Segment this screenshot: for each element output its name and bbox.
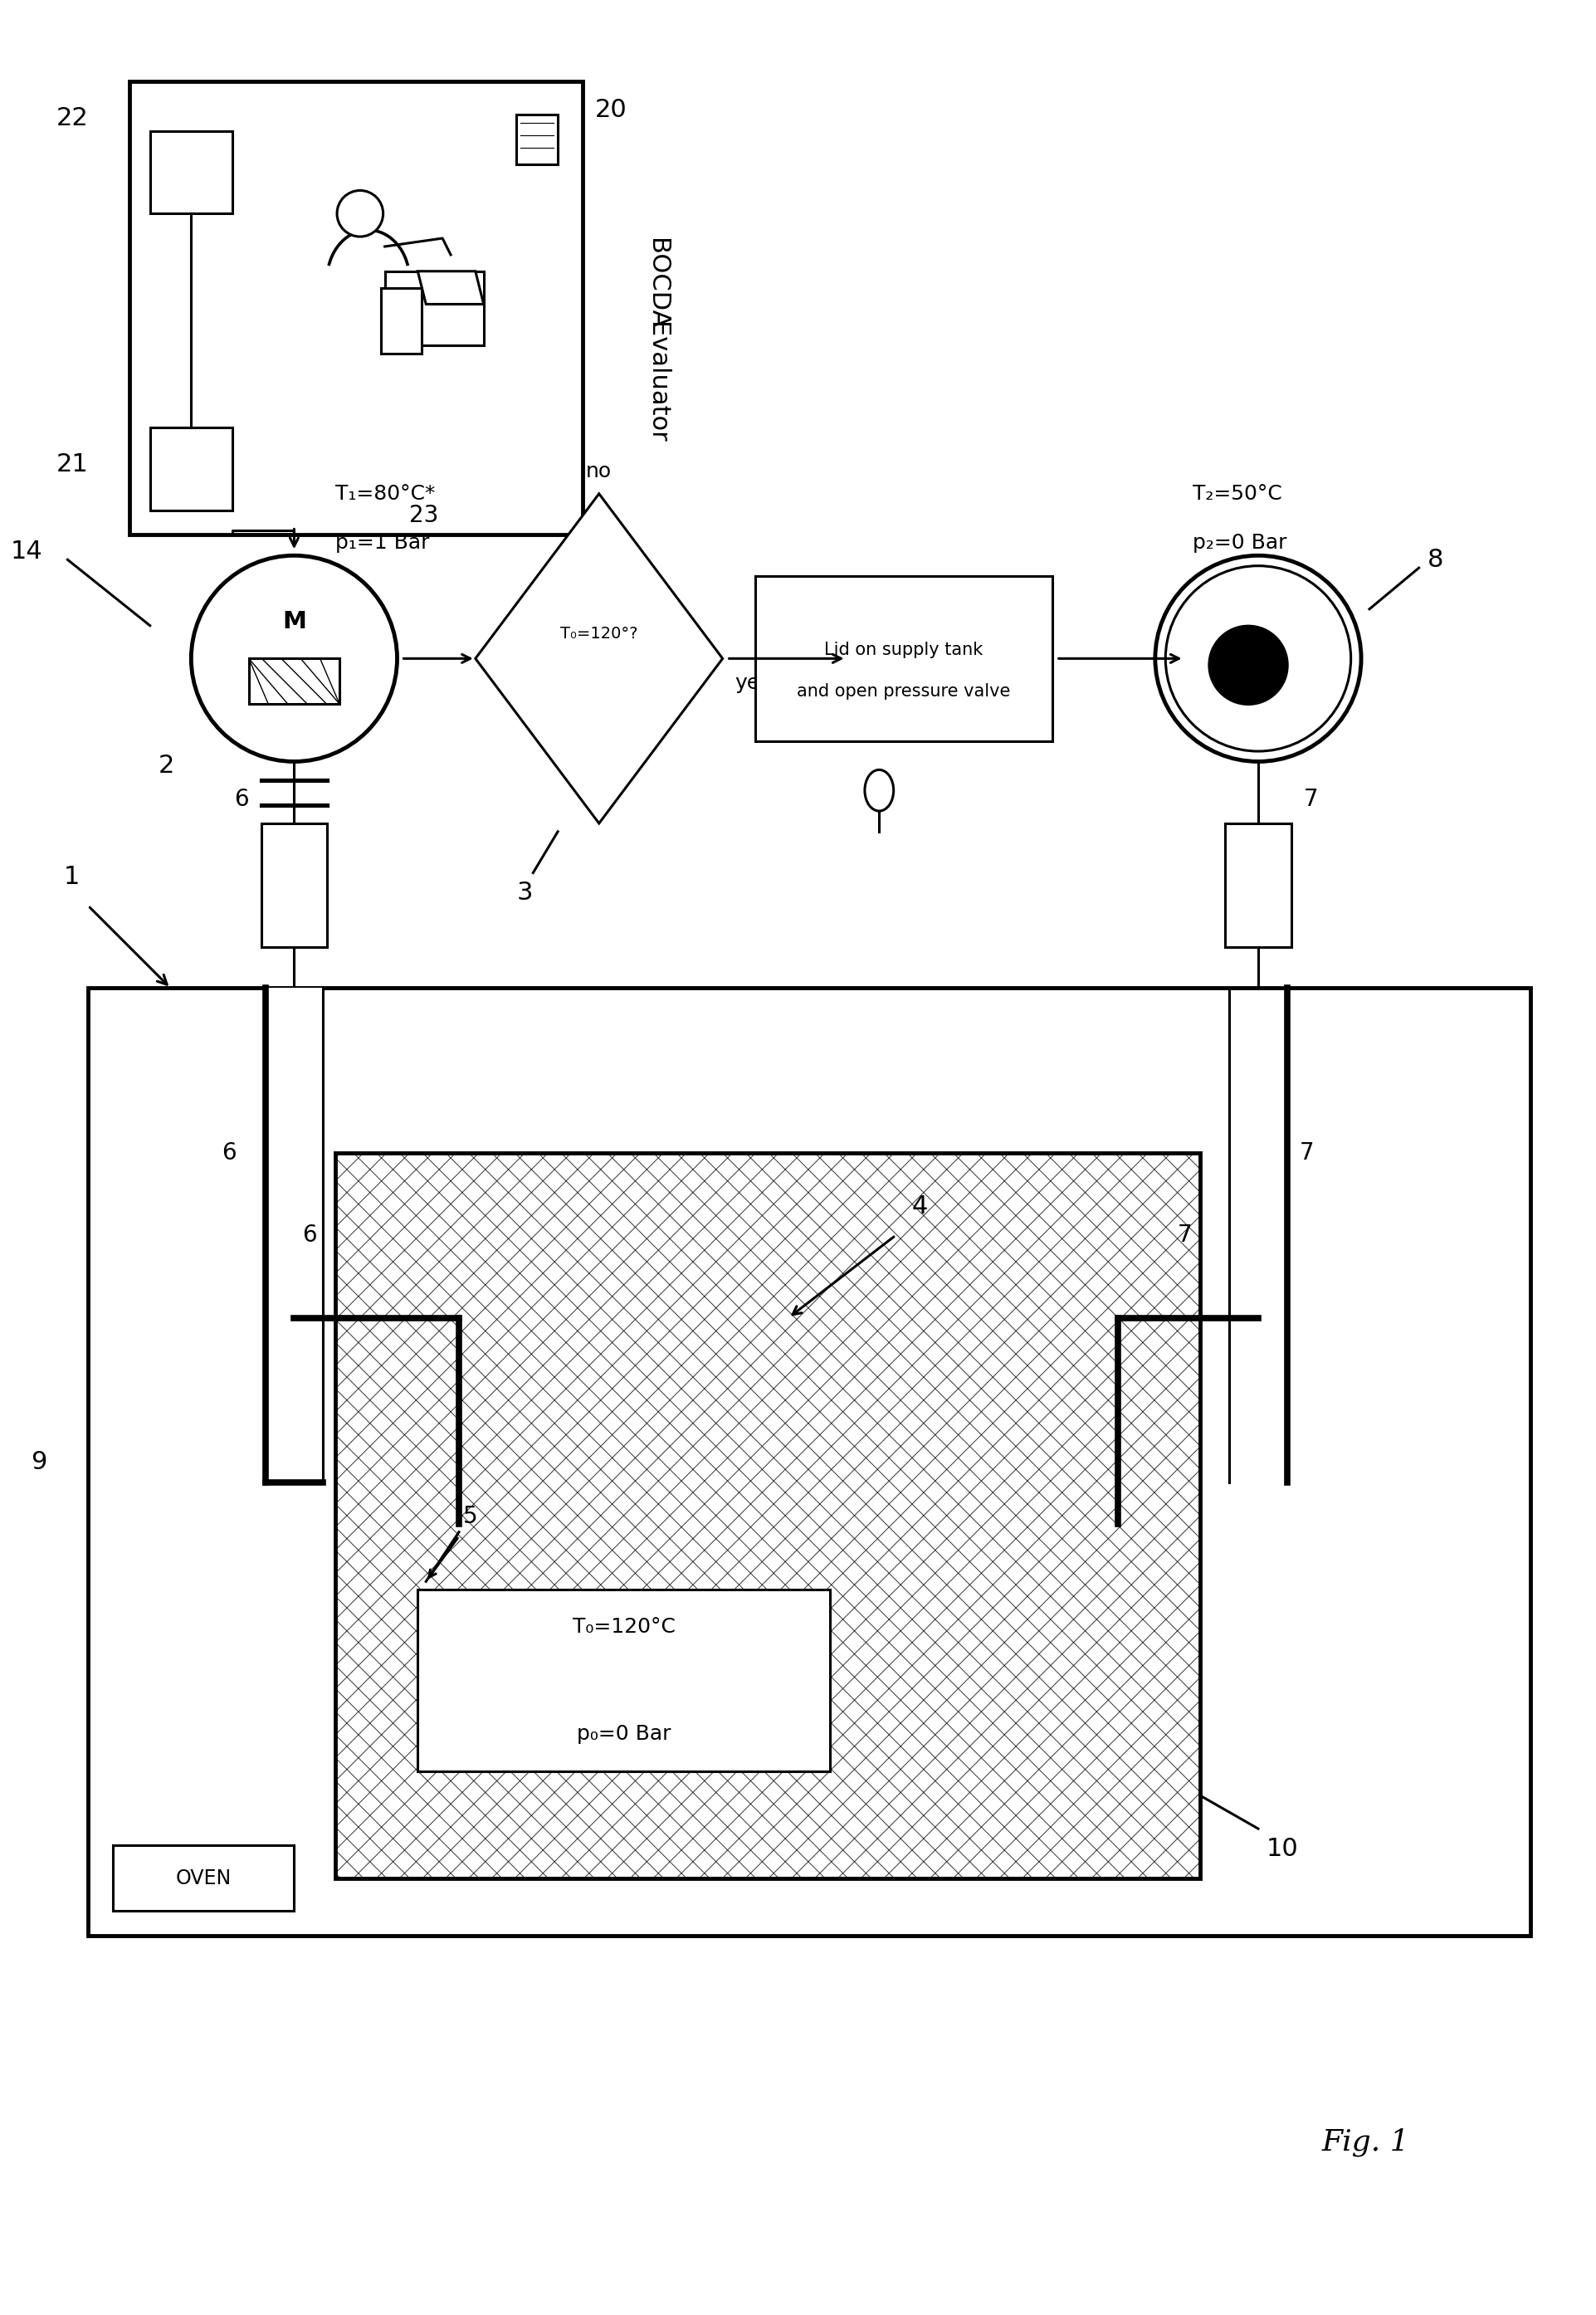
Bar	[249, 657, 340, 704]
Text: p₁=1 Bar: p₁=1 Bar	[335, 532, 429, 553]
Polygon shape	[418, 271, 484, 303]
Circle shape	[1165, 565, 1350, 752]
Text: OVEN: OVEN	[176, 1868, 231, 1889]
Bar	[265, 989, 322, 1482]
Text: Lid on supply tank: Lid on supply tank	[825, 641, 983, 657]
Text: and open pressure valve: and open pressure valve	[796, 683, 1010, 699]
Circle shape	[192, 556, 397, 762]
Text: 9: 9	[30, 1449, 46, 1475]
Text: T₀=120°?: T₀=120°?	[560, 625, 638, 641]
Text: 10: 10	[1266, 1836, 1299, 1861]
Text: 6: 6	[235, 787, 249, 810]
Text: 20: 20	[595, 97, 627, 123]
Bar	[418, 1590, 830, 1771]
Text: 1: 1	[64, 866, 80, 889]
Text: p₂=0 Bar: p₂=0 Bar	[1192, 532, 1286, 553]
Text: p₀=0 Bar: p₀=0 Bar	[576, 1725, 670, 1743]
Text: 23: 23	[410, 502, 439, 528]
Text: 7: 7	[1178, 1225, 1192, 1248]
Bar	[335, 1153, 1200, 1877]
Text: Evaluator: Evaluator	[645, 322, 669, 442]
Bar	[129, 81, 583, 535]
Text: 2: 2	[158, 752, 174, 778]
Text: 21: 21	[56, 451, 88, 477]
Ellipse shape	[865, 771, 894, 810]
Text: M: M	[282, 609, 306, 632]
Bar	[113, 1845, 294, 1912]
Circle shape	[1210, 625, 1288, 704]
Text: BOCDA: BOCDA	[645, 238, 669, 329]
Text: T₁=80°C*: T₁=80°C*	[335, 484, 436, 505]
Bar	[150, 132, 233, 213]
Text: 14: 14	[11, 539, 43, 563]
Bar	[88, 989, 1531, 1935]
Bar	[385, 271, 484, 345]
Bar	[150, 428, 233, 509]
Bar	[1226, 824, 1291, 947]
Text: 3: 3	[517, 882, 533, 905]
Text: 5: 5	[463, 1505, 477, 1528]
Text: 6: 6	[302, 1225, 318, 1248]
Text: 7: 7	[1299, 1141, 1314, 1164]
Bar	[262, 824, 327, 947]
Text: Fig. 1: Fig. 1	[1321, 2127, 1409, 2155]
Text: 6: 6	[222, 1141, 236, 1164]
Polygon shape	[476, 493, 723, 824]
Circle shape	[337, 190, 383, 236]
Bar	[517, 116, 559, 164]
Text: 4: 4	[913, 1195, 929, 1220]
Bar	[755, 576, 1052, 741]
Text: T₂=50°C: T₂=50°C	[1192, 484, 1282, 505]
Text: yes: yes	[736, 674, 771, 692]
Text: no: no	[586, 461, 611, 482]
Text: 22: 22	[56, 106, 88, 130]
Text: 8: 8	[1427, 549, 1443, 572]
Bar	[381, 287, 421, 354]
Circle shape	[1156, 556, 1361, 762]
Text: T₀=120°C: T₀=120°C	[573, 1616, 675, 1637]
Text: 7: 7	[1304, 787, 1318, 810]
